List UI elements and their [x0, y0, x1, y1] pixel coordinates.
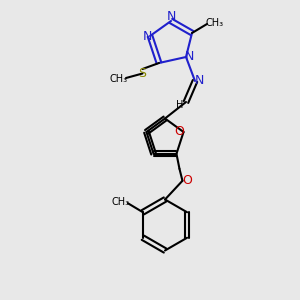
Text: O: O [174, 125, 184, 139]
Text: N: N [184, 50, 194, 64]
Text: H: H [176, 100, 184, 110]
Text: CH₃: CH₃ [110, 74, 128, 85]
Text: O: O [182, 174, 192, 187]
Text: CH₃: CH₃ [111, 197, 130, 207]
Text: CH₃: CH₃ [206, 17, 224, 28]
Text: N: N [142, 29, 152, 43]
Text: N: N [195, 74, 204, 88]
Text: N: N [166, 10, 176, 23]
Text: S: S [139, 67, 146, 80]
